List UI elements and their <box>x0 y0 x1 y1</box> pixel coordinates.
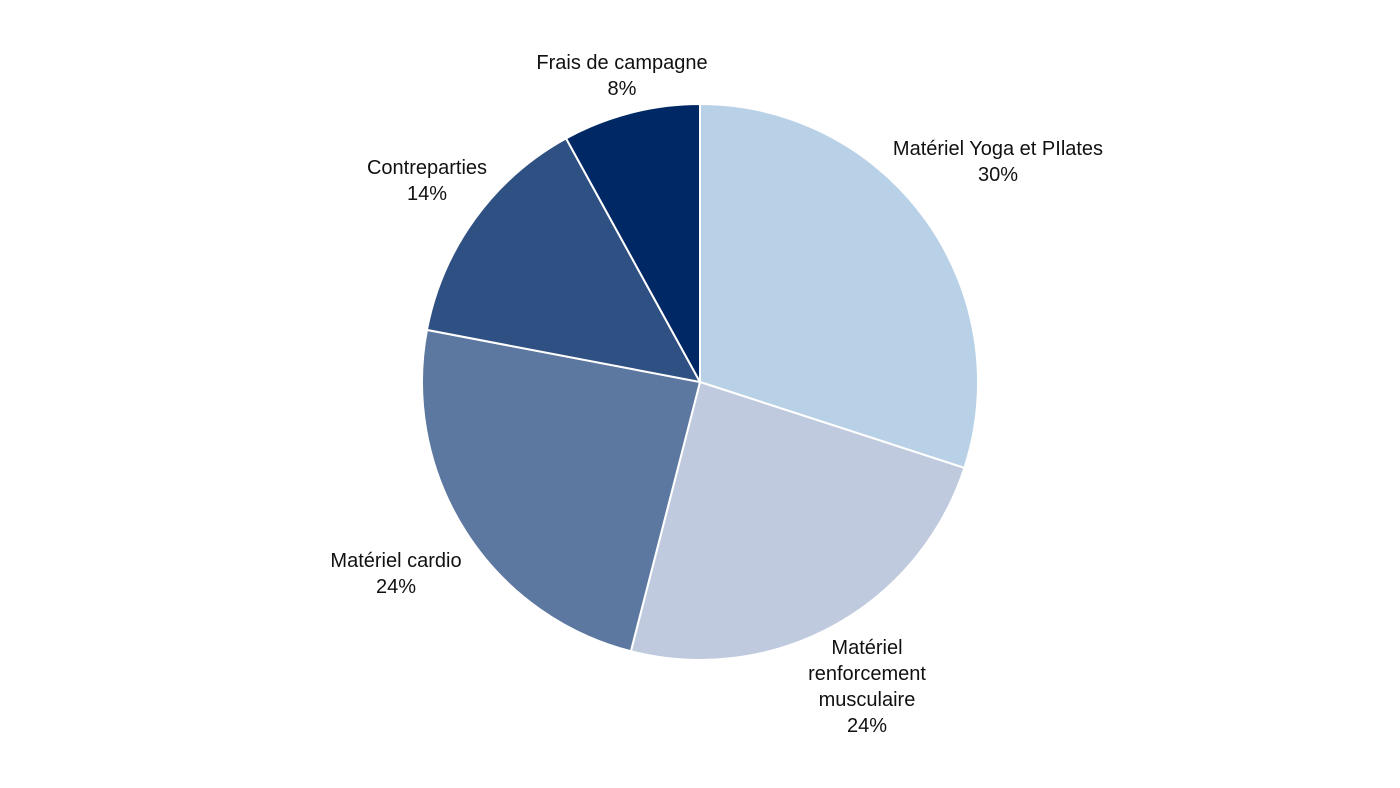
category-label: Matériel cardio <box>330 550 462 572</box>
slice-label: Matériel Yoga et PIlates 30% <box>868 136 1128 188</box>
category-label: Matériel renforcement musculaire <box>808 637 926 711</box>
value-label: 24% <box>846 715 888 737</box>
pie-slice <box>629 380 966 661</box>
value-label: 8% <box>607 78 637 100</box>
category-label: Matériel Yoga et PIlates <box>892 138 1104 160</box>
value-label: 24% <box>375 576 417 598</box>
value-label: 30% <box>977 164 1019 186</box>
value-label: 14% <box>406 183 448 205</box>
pie-slice <box>564 102 701 383</box>
category-label: Frais de campagne <box>536 52 708 74</box>
pie-slice <box>421 328 702 653</box>
pie-slice <box>699 102 979 470</box>
slice-label: Matériel renforcement musculaire 24% <box>787 635 947 739</box>
slice-label: Contreparties 14% <box>327 155 527 207</box>
slice-label: Frais de campagne 8% <box>512 50 732 102</box>
slice-label: Matériel cardio 24% <box>296 548 496 600</box>
category-label: Contreparties <box>366 157 488 179</box>
pie-slice <box>425 137 702 384</box>
